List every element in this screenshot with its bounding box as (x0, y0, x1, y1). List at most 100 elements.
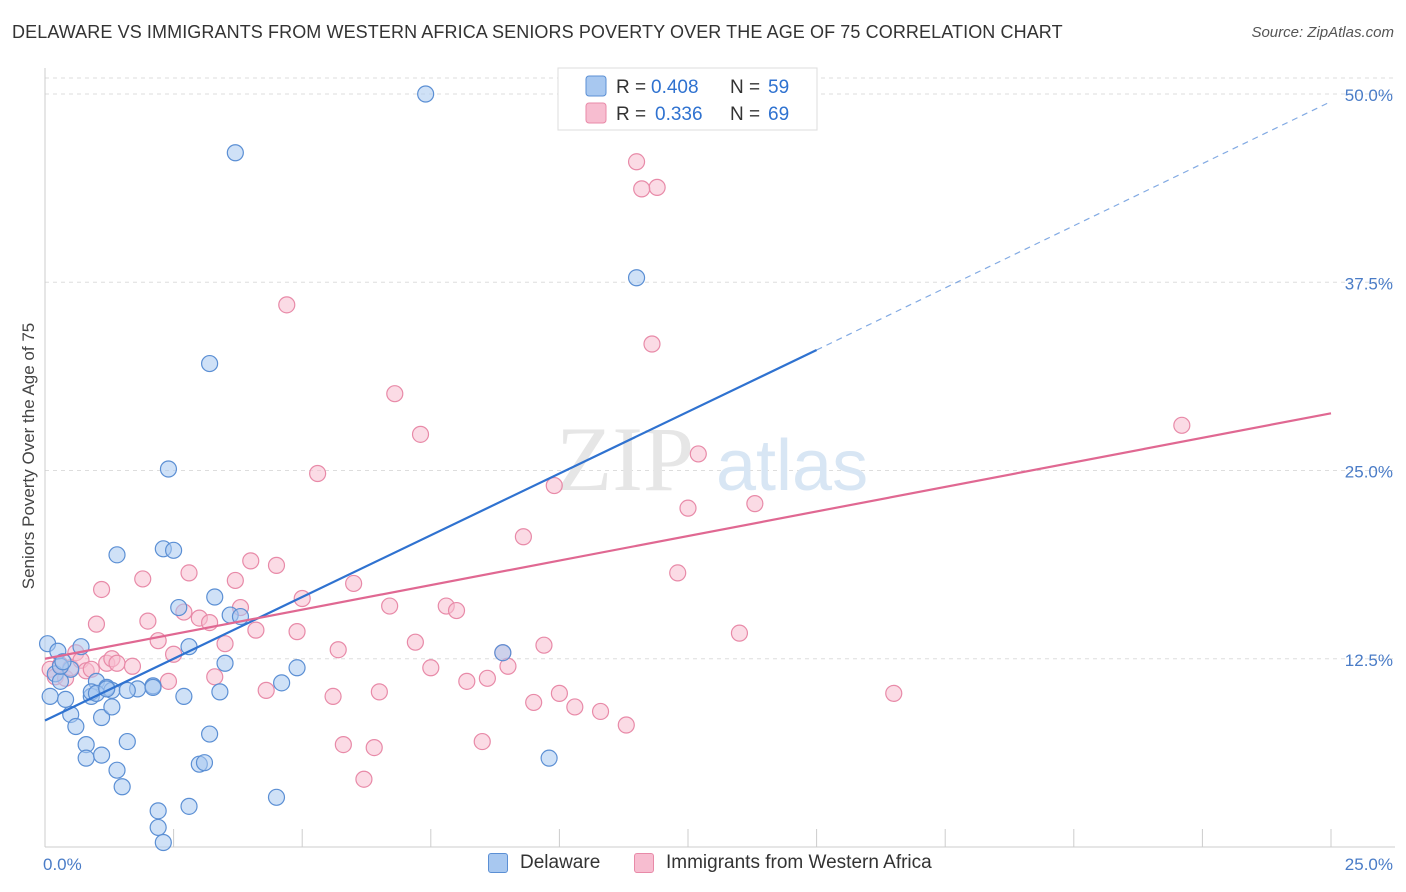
delaware-trend-extension (816, 100, 1332, 351)
delaware-point (226, 144, 244, 162)
immigrants-point (257, 681, 275, 699)
immigrants-point (267, 556, 286, 574)
watermark-atlas: atlas (716, 426, 868, 506)
delaware-point (417, 85, 435, 103)
immigrants-point (381, 597, 399, 615)
bottom-legend-label: Immigrants from Western Africa (666, 852, 932, 873)
immigrants-point (689, 445, 707, 463)
delaware-point (267, 788, 286, 806)
immigrants-point (345, 574, 363, 593)
legend-swatch-immigrants (585, 102, 607, 124)
delaware-point (494, 644, 512, 662)
y-tick-label: 50.0% (1345, 86, 1393, 105)
immigrants-point (679, 499, 697, 517)
delaware-point (56, 690, 75, 709)
delaware-point (108, 761, 126, 779)
y-tick-label: 37.5% (1345, 274, 1393, 293)
delaware-point (159, 460, 178, 478)
immigrants-point (447, 601, 466, 620)
delaware-point (77, 749, 95, 767)
delaware-point (92, 746, 111, 764)
delaware-point (195, 754, 214, 772)
delaware-point (627, 269, 646, 287)
y-tick-label: 25.0% (1345, 463, 1393, 482)
chart-title: DELAWARE VS IMMIGRANTS FROM WESTERN AFRI… (12, 22, 1063, 42)
delaware-point (175, 687, 193, 706)
immigrants-point (370, 683, 388, 701)
immigrants-point (648, 178, 666, 196)
legend-n-value: 69 (768, 104, 789, 125)
immigrants-point (627, 153, 646, 171)
immigrants-point (422, 659, 440, 677)
immigrants-point (617, 716, 635, 734)
delaware-point (108, 546, 126, 564)
legend-n-label: N = (730, 77, 760, 98)
delaware-point (92, 708, 111, 727)
immigrants-point (478, 669, 496, 687)
delaware-swatch (488, 853, 508, 873)
immigrants-point (288, 623, 306, 641)
delaware-point (118, 681, 136, 699)
delaware-point (288, 659, 306, 677)
delaware-point (103, 698, 121, 716)
immigrants-point (206, 668, 224, 686)
immigrants-point (591, 702, 610, 721)
legend-r-label: R = (616, 77, 646, 98)
delaware-point (201, 354, 219, 373)
immigrants-point (473, 732, 491, 751)
watermark-zip: ZIP (556, 408, 694, 510)
immigrants-point (545, 476, 563, 495)
delaware-point (149, 818, 167, 837)
immigrants-point (633, 180, 651, 198)
tick-labels: 12.5% 25.0% 37.5% 50.0% 0.0% 25.0% (43, 86, 1393, 874)
immigrants-point (242, 552, 260, 570)
immigrants-point (123, 657, 142, 675)
delaware-trend-line (44, 349, 818, 722)
immigrants-point (139, 612, 157, 630)
delaware-point (206, 588, 224, 606)
immigrants-point (247, 621, 265, 639)
immigrants-point (278, 296, 296, 314)
delaware-point (54, 653, 72, 671)
immigrants-point (550, 684, 569, 702)
legend-r-label: R = (616, 104, 646, 125)
immigrants-point (885, 684, 903, 702)
delaware-point (118, 732, 136, 751)
immigrants-point (386, 385, 404, 403)
bottom-legend: Delaware Immigrants from Western Africa (0, 850, 1406, 880)
delaware-point (211, 683, 229, 701)
axes (44, 68, 1395, 848)
delaware-point (149, 802, 167, 820)
legend-n-value: 59 (768, 77, 789, 98)
trend-lines (44, 100, 1332, 722)
delaware-point (201, 725, 219, 743)
immigrants-point (514, 528, 532, 546)
delaware-point (144, 678, 162, 696)
delaware-point (67, 717, 85, 736)
immigrants-point (669, 564, 687, 582)
delaware-point (154, 833, 172, 852)
watermark: ZIP atlas (556, 408, 868, 510)
delaware-point (165, 541, 183, 559)
immigrants-point (566, 698, 584, 716)
immigrants-point (87, 615, 106, 633)
delaware-point (273, 674, 291, 692)
delaware-point (540, 749, 558, 767)
immigrants-point (216, 635, 234, 653)
immigrants-swatch (634, 853, 654, 873)
series-delaware-points (38, 85, 646, 852)
immigrants-point (746, 495, 764, 513)
legend-swatch-delaware (585, 75, 607, 97)
legend-box: R = 0.408 N = 59 R = 0.336 N = 69 (557, 67, 818, 131)
immigrants-point (334, 735, 352, 754)
immigrants-point (365, 739, 383, 757)
immigrants-point (309, 464, 327, 483)
y-tick-label: 12.5% (1345, 651, 1393, 670)
immigrants-trend-line (44, 412, 1332, 660)
immigrants-point (329, 641, 347, 659)
immigrants-point (108, 654, 126, 672)
immigrants-point (159, 672, 178, 690)
source-label: Source: ZipAtlas.com (1251, 24, 1394, 41)
immigrants-point (134, 570, 152, 588)
